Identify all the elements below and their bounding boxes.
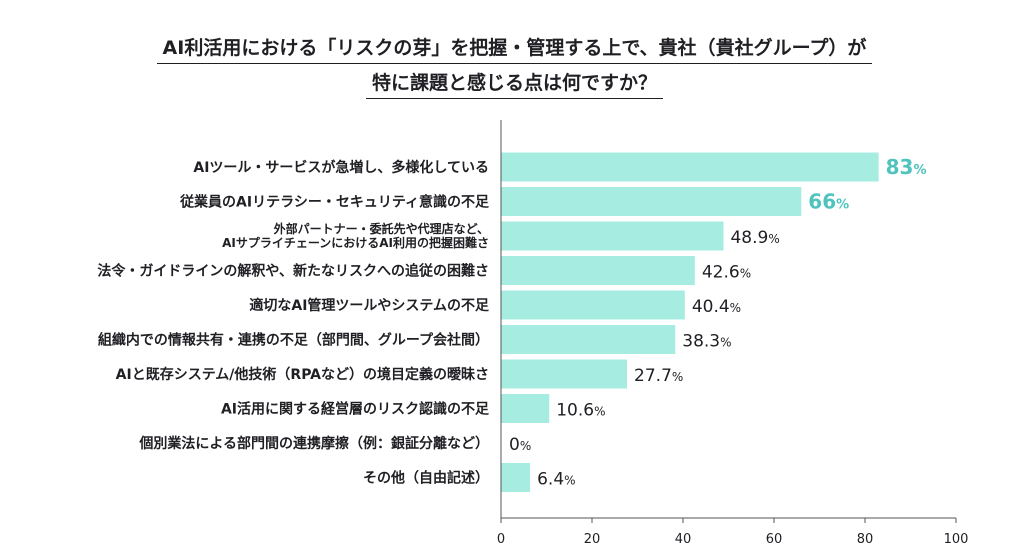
value-label-8: 10.6% (556, 401, 605, 421)
category-label-1: AIツール・サービスが急増し、多様化している (193, 159, 489, 176)
value-unit-1: % (913, 163, 926, 178)
bar-7 (501, 359, 628, 389)
axes-group: 0 20 40 60 80 100 (497, 120, 969, 547)
value-unit-8: % (594, 405, 605, 419)
bar-4 (501, 256, 695, 285)
title-text-1: AI利活用における「リスクの芽」を把握・管理する上で、貴社（貴社グループ）が (156, 36, 873, 64)
bar-6 (501, 325, 676, 354)
bar-3 (501, 221, 724, 251)
bar-10 (501, 463, 531, 492)
value-label-4: 42.6% (702, 263, 751, 283)
value-unit-6: % (720, 336, 731, 350)
value-label-2: 66% (808, 190, 849, 214)
value-unit-4: % (740, 267, 751, 281)
title-text-2: 特に課題と感じる点は何ですか？ (365, 71, 663, 99)
bars-group (501, 152, 879, 492)
value-unit-5: % (730, 301, 741, 315)
value-label-3: 48.9% (730, 228, 779, 248)
category-label-9: 個別業法による部門間の連携摩擦（例：銀証分離など） (138, 435, 489, 452)
value-label-9: 0% (509, 435, 531, 455)
x-tick-label-80: 80 (857, 532, 874, 547)
x-tick-label-0: 0 (497, 532, 505, 547)
category-label-3-line-2: AIサプライチェーンにおけるAI利用の把握困難さ (222, 235, 489, 250)
value-unit-7: % (672, 370, 683, 384)
x-tick-label-40: 40 (675, 532, 692, 547)
value-label-6: 38.3% (682, 332, 731, 352)
x-tick-label-100: 100 (944, 532, 969, 547)
category-label-3-line-1: 外部パートナー・委託先や代理店など、 (274, 221, 489, 236)
category-label-6: 組織内での情報共有・連携の不足（部門間、グループ会社間） (98, 332, 489, 349)
category-label-2: 従業員のAIリテラシー・セキュリティ意識の不足 (179, 194, 490, 211)
category-label-5: 適切なAI管理ツールやシステムの不足 (249, 297, 490, 314)
value-unit-10: % (564, 474, 575, 488)
category-labels-group: AIツール・サービスが急増し、多様化している従業員のAIリテラシー・セキュリティ… (97, 159, 490, 487)
x-tick-label-20: 20 (584, 532, 601, 547)
value-unit-9: % (520, 439, 531, 453)
value-label-10: 6.4% (537, 470, 575, 490)
chart-title-line-2: 特に課題と感じる点は何ですか？ (0, 71, 1029, 99)
value-label-7: 27.7% (634, 366, 683, 386)
category-label-10: その他（自由記述） (363, 470, 489, 487)
category-label-8: AI活用に関する経営層のリスク認識の不足 (221, 401, 490, 418)
bar-8 (501, 394, 550, 423)
bar-5 (501, 290, 685, 320)
category-label-4: 法令・ガイドラインの解釈や、新たなリスクへの追従の困難さ (97, 263, 489, 280)
value-label-1: 83% (886, 155, 927, 179)
chart-title-line-1: AI利活用における「リスクの芽」を把握・管理する上で、貴社（貴社グループ）が (0, 36, 1029, 64)
category-label-7: AIと既存システム/他技術（RPAなど）の境目定義の曖昧さ (116, 366, 489, 383)
bar-2 (501, 187, 802, 216)
value-label-5: 40.4% (692, 297, 741, 317)
bar-1 (501, 152, 879, 182)
x-tick-label-60: 60 (766, 532, 783, 547)
value-unit-3: % (768, 232, 779, 246)
value-unit-2: % (836, 198, 849, 213)
